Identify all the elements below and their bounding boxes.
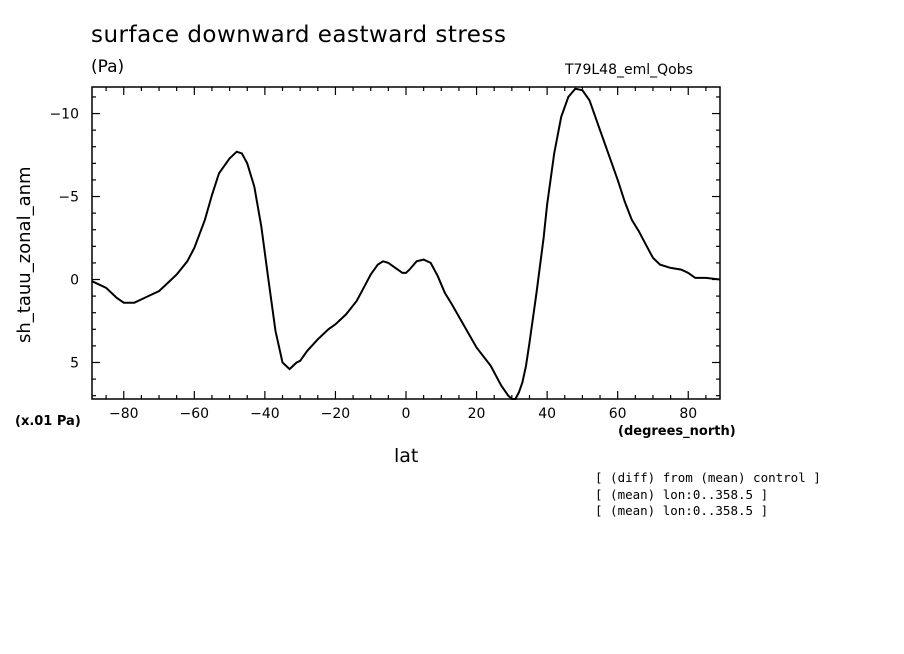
chart-title: surface downward eastward stress (91, 22, 507, 48)
y-tick-label: 5 (70, 355, 79, 371)
y-tick-label: 0 (70, 273, 79, 289)
plot-frame (91, 86, 721, 400)
x-tick-label: 20 (468, 406, 486, 422)
x-tick-label: 0 (402, 406, 411, 422)
y-tick-label: −5 (58, 190, 79, 206)
x-tick-label: 80 (679, 406, 697, 422)
x-tick-label: −20 (321, 406, 351, 422)
footnote-line: [ (mean) lon:0..358.5 ] (595, 487, 769, 502)
x-axis-label: lat (394, 445, 419, 467)
y-axis-label: sh_tauu_zonal_anm (14, 166, 35, 343)
x-tick-label: 60 (609, 406, 627, 422)
footnote-line: [ (mean) lon:0..358.5 ] (595, 503, 769, 518)
axis-ticks (92, 87, 720, 399)
x-tick-label: 40 (538, 406, 556, 422)
series-line (91, 87, 721, 400)
scale-note: (x.01 Pa) (15, 414, 81, 429)
run-name-label: T79L48_eml_Qobs (565, 62, 693, 78)
footnote-line: [ (diff) from (mean) control ] (595, 470, 821, 485)
axis-tick-labels: −80 −60 −40 −20 0 20 40 60 80 −10 −5 0 5 (49, 107, 697, 422)
x-tick-label: −60 (180, 406, 210, 422)
units-label: (Pa) (91, 57, 125, 77)
x-tick-label: −40 (250, 406, 280, 422)
y-tick-label: −10 (49, 107, 79, 123)
x-tick-label: −80 (109, 406, 139, 422)
x-units-label: (degrees_north) (618, 424, 736, 439)
